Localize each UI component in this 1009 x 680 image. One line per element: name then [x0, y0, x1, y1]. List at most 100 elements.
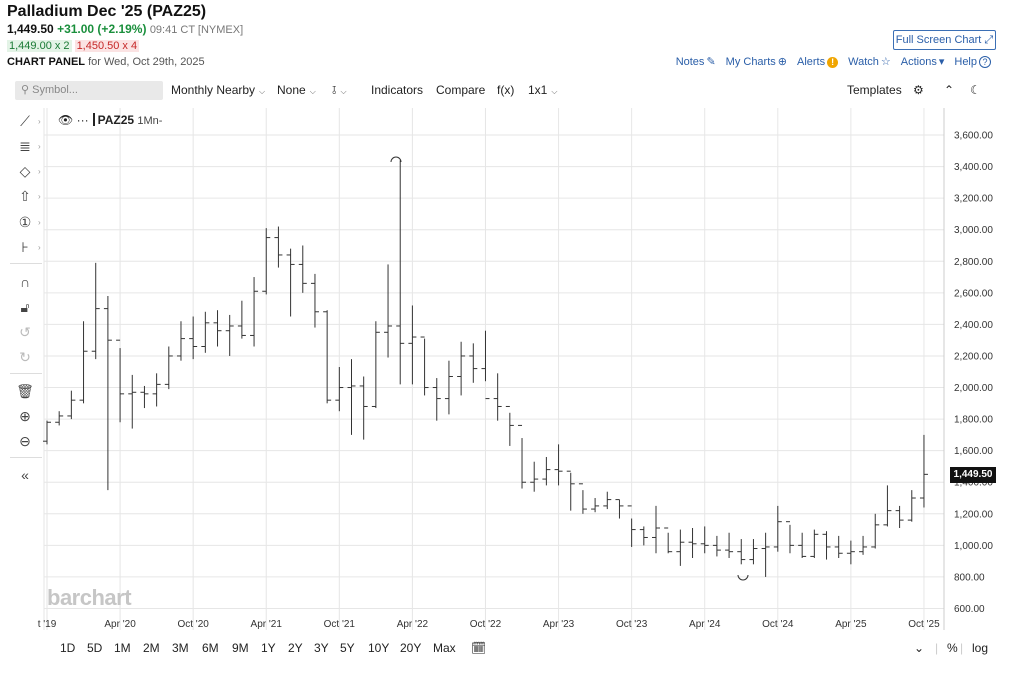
- chevron-right-icon[interactable]: ›: [38, 243, 41, 252]
- bar-type-dropdown[interactable]: ⫱ ⌵: [332, 83, 347, 98]
- actions-link[interactable]: Actions ▾: [901, 55, 945, 68]
- symbol-placeholder: Symbol...: [32, 84, 78, 96]
- range-button-3m[interactable]: 3M: [172, 641, 189, 655]
- range-button-9m[interactable]: 9M: [232, 641, 249, 655]
- ohlc-bar: [213, 310, 222, 347]
- aggregation-dropdown[interactable]: None ⌵: [277, 83, 316, 97]
- ohlc-bar: [566, 470, 575, 511]
- my-charts-link[interactable]: My Charts ⊕: [726, 55, 787, 68]
- period-dropdown[interactable]: Monthly Nearby ⌵: [171, 83, 265, 97]
- ohlc-bar: [371, 321, 380, 409]
- range-button-10y[interactable]: 10Y: [368, 641, 390, 655]
- watch-link[interactable]: Watch ☆: [848, 55, 891, 68]
- range-button-3y[interactable]: 3Y: [314, 641, 329, 655]
- zoom-in-icon[interactable]: ⊕: [19, 408, 31, 424]
- y-tick-label: 2,600.00: [954, 288, 993, 299]
- chevron-double-down-icon[interactable]: ⌄: [914, 641, 925, 655]
- ohlc-bar: [164, 346, 173, 390]
- range-button-5y[interactable]: 5Y: [340, 641, 355, 655]
- x-tick-label: Oct '25: [908, 619, 940, 630]
- chevron-right-icon[interactable]: ›: [38, 167, 41, 176]
- legend-timeframe: 1Mn: [137, 115, 159, 127]
- log-scale-toggle[interactable]: log: [972, 641, 989, 655]
- ohlc-bar: [652, 505, 660, 554]
- full-screen-label: Full Screen Chart: [895, 34, 982, 46]
- toolbar-divider: [10, 373, 42, 374]
- chevron-right-icon[interactable]: ›: [38, 192, 41, 201]
- range-button-5d[interactable]: 5D: [87, 641, 103, 655]
- y-tick-label: 2,400.00: [954, 320, 993, 331]
- ohlc-bar: [859, 535, 868, 555]
- percent-scale-toggle[interactable]: %: [947, 641, 958, 655]
- ohlc-bar: [639, 526, 648, 546]
- chevron-right-icon[interactable]: ›: [38, 218, 41, 227]
- range-button-6m[interactable]: 6M: [202, 641, 219, 655]
- ohlc-bar-icon: ⫱: [332, 83, 337, 97]
- arrow-up-tool-icon[interactable]: ⇧: [19, 188, 31, 204]
- ohlc-bar: [152, 373, 161, 407]
- chevron-right-icon[interactable]: ›: [38, 142, 41, 151]
- function-button[interactable]: f(x): [497, 83, 515, 97]
- indicators-button[interactable]: Indicators: [371, 83, 424, 97]
- help-link[interactable]: Help?: [954, 55, 991, 68]
- range-button-1d[interactable]: 1D: [60, 641, 76, 655]
- compare-button[interactable]: Compare: [436, 83, 486, 97]
- help-icon: ?: [979, 55, 991, 68]
- range-button-1m[interactable]: 1M: [114, 641, 131, 655]
- zoom-out-icon[interactable]: ⊖: [19, 433, 31, 449]
- collapse-toolbar-icon[interactable]: «: [21, 467, 29, 483]
- y-tick-label: 2,200.00: [954, 351, 993, 362]
- y-tick-label: 2,000.00: [954, 383, 993, 394]
- divider: |: [960, 641, 964, 655]
- more-dots-icon[interactable]: ···: [76, 113, 89, 127]
- layout-label: 1x1: [528, 83, 548, 97]
- range-button-max[interactable]: Max: [433, 641, 456, 655]
- ohlc-bar: [785, 521, 794, 554]
- redo-icon[interactable]: ↻: [19, 349, 31, 365]
- star-icon: ☆: [880, 56, 891, 68]
- lock-icon[interactable]: 🔓︎: [20, 299, 30, 315]
- trash-icon[interactable]: 🗑︎: [16, 383, 34, 399]
- x-tick-label: Apr '24: [689, 619, 721, 630]
- alerts-link[interactable]: Alerts!: [797, 56, 839, 68]
- collapse-up-icon[interactable]: ⌃: [944, 83, 955, 97]
- shape-tool-icon[interactable]: ◇: [19, 163, 31, 179]
- quote-line: 1,449.50 +31.00 (+2.19%) 09:41 CT [NYMEX…: [7, 22, 243, 36]
- layout-dropdown[interactable]: 1x1 ⌵: [528, 83, 557, 97]
- templates-button[interactable]: Templates: [847, 83, 902, 97]
- trendline-tool-icon[interactable]: ⟋: [20, 113, 30, 129]
- settings-gear-icon[interactable]: ⚙: [913, 83, 924, 97]
- divider: |: [935, 641, 939, 655]
- ohlc-bar: [725, 532, 734, 558]
- notes-link[interactable]: Notes ✎: [676, 55, 716, 68]
- x-tick-label: Apr '25: [835, 619, 867, 630]
- magnet-icon[interactable]: ∩: [19, 274, 31, 290]
- dark-mode-moon-icon[interactable]: ☾: [970, 83, 981, 97]
- toolbar-divider: [10, 263, 42, 264]
- range-button-2m[interactable]: 2M: [143, 641, 160, 655]
- range-button-1y[interactable]: 1Y: [261, 641, 276, 655]
- ohlc-bar: [603, 491, 612, 510]
- full-screen-chart-button[interactable]: Full Screen Chart ⤢: [893, 30, 996, 50]
- x-tick-label: Oct '23: [616, 619, 648, 630]
- chevron-down-icon: ⌵: [551, 87, 558, 96]
- range-button-20y[interactable]: 20Y: [400, 641, 422, 655]
- ohlc-bar: [103, 295, 112, 491]
- eye-icon[interactable]: 👁︎: [58, 113, 74, 127]
- fibonacci-tool-icon[interactable]: ≣: [19, 138, 31, 154]
- undo-icon[interactable]: ↺: [19, 324, 31, 340]
- last-price: 1,449.50: [7, 22, 54, 36]
- y-tick-label: 3,000.00: [954, 225, 993, 236]
- my-charts-label: My Charts: [725, 56, 776, 68]
- ohlc-bar: [335, 367, 344, 412]
- ohlc-bar: [286, 248, 295, 317]
- chevron-right-icon[interactable]: ›: [38, 117, 41, 126]
- measure-tool-icon[interactable]: ⊦: [21, 239, 29, 255]
- annotation-tool-icon[interactable]: ①: [18, 214, 32, 230]
- chevron-down-icon: ⌵: [259, 87, 266, 96]
- range-button-2y[interactable]: 2Y: [288, 641, 303, 655]
- symbol-search-input[interactable]: ⚲ Symbol...: [15, 81, 163, 100]
- calendar-icon[interactable]: 🗓︎: [471, 641, 487, 655]
- ohlc-bar: [530, 461, 539, 492]
